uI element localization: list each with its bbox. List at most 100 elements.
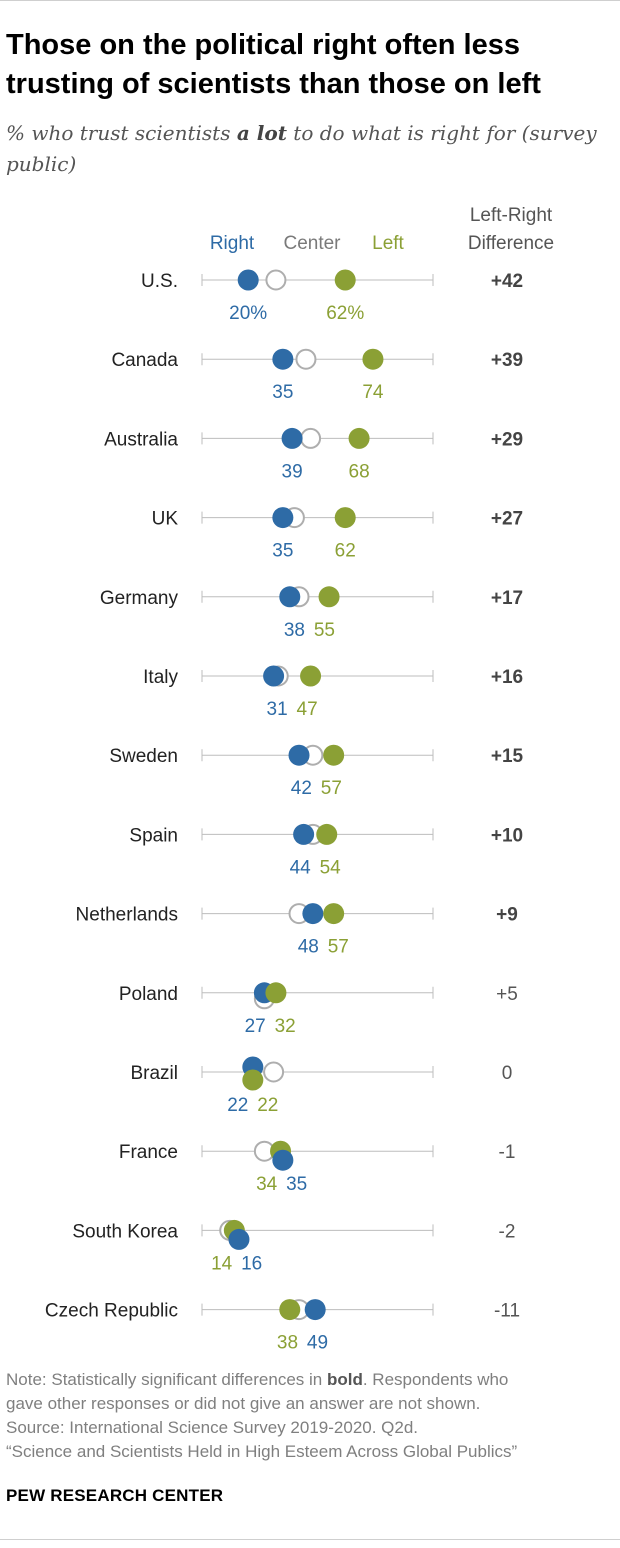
note-bold: bold <box>326 1370 363 1389</box>
chart-subtitle: % who trust scientists a lot to do what … <box>6 118 606 180</box>
value-label-left-south-korea: 14 <box>211 1253 233 1274</box>
dot-right-canada <box>272 348 294 370</box>
dot-right-uk <box>272 507 294 529</box>
diff-header-line-2: Difference <box>468 233 554 254</box>
country-label-australia: Australia <box>104 429 178 450</box>
country-label-france: France <box>119 1142 178 1163</box>
note-line-1: Note: Statistically significant differen… <box>6 1368 616 1392</box>
diff-value-italy: +16 <box>491 667 523 688</box>
dot-left-canada <box>362 348 384 370</box>
dot-left-spain <box>316 823 338 845</box>
value-label-right-u-s-: 20% <box>229 303 267 324</box>
value-label-right-canada: 35 <box>272 382 293 403</box>
top-rule <box>0 0 620 1</box>
legend-left: Left <box>372 233 404 254</box>
source-line: Source: International Science Survey 201… <box>6 1418 419 1437</box>
value-label-right-czech-republic: 49 <box>307 1333 328 1354</box>
diff-value-sweden: +15 <box>491 746 524 767</box>
country-label-sweden: Sweden <box>109 746 178 767</box>
dot-right-italy <box>263 665 285 687</box>
dot-left-uk <box>334 507 356 529</box>
legend-center: Center <box>283 233 341 254</box>
diff-header-line-1: Left-Right <box>470 205 553 226</box>
dot-left-brazil <box>242 1069 264 1091</box>
dot-plot-chart: Right Center Left Left-Right Difference U.S. 2… <box>45 205 554 1354</box>
dot-left-netherlands <box>323 903 345 925</box>
dot-right-south-korea <box>228 1228 250 1250</box>
dot-right-australia <box>281 427 303 449</box>
value-label-left-czech-republic: 38 <box>277 1333 298 1354</box>
value-label-right-poland: 27 <box>245 1016 266 1037</box>
value-label-right-sweden: 42 <box>291 778 312 799</box>
dot-right-u-s- <box>237 269 259 291</box>
value-label-right-south-korea: 16 <box>241 1253 262 1274</box>
country-label-brazil: Brazil <box>130 1063 178 1084</box>
subtitle-post: to do what is right for (survey public) <box>6 121 597 176</box>
chart-notes: Note: Statistically significant differen… <box>6 1368 616 1464</box>
bottom-rule <box>0 1539 620 1540</box>
diff-value-south-korea: -2 <box>499 1221 516 1242</box>
value-label-right-brazil: 22 <box>227 1095 248 1116</box>
value-label-left-u-s-: 62% <box>326 303 364 324</box>
country-label-czech-republic: Czech Republic <box>45 1301 178 1322</box>
value-label-right-spain: 44 <box>290 857 312 878</box>
note-pre: Note: Statistically significant differen… <box>6 1370 327 1389</box>
value-label-right-italy: 31 <box>267 699 288 720</box>
diff-value-spain: +10 <box>491 825 523 846</box>
value-label-left-poland: 32 <box>275 1016 296 1037</box>
dot-center-brazil <box>263 1061 285 1083</box>
dot-right-sweden <box>288 744 310 766</box>
dot-right-spain <box>293 823 315 845</box>
value-label-left-france: 34 <box>256 1174 278 1195</box>
dot-left-czech-republic <box>279 1299 301 1321</box>
dot-left-germany <box>318 586 340 608</box>
diff-value-uk: +27 <box>491 509 523 530</box>
country-label-poland: Poland <box>119 984 178 1005</box>
value-label-left-netherlands: 57 <box>328 937 349 958</box>
subtitle-bold: a lot <box>236 121 287 145</box>
diff-value-poland: +5 <box>496 984 518 1005</box>
value-label-right-australia: 39 <box>282 461 303 482</box>
dot-right-netherlands <box>302 903 324 925</box>
value-label-left-spain: 54 <box>320 857 342 878</box>
country-label-uk: UK <box>152 509 179 530</box>
dot-left-italy <box>300 665 322 687</box>
report-title-line: “Science and Scientists Held in High Est… <box>6 1442 518 1461</box>
diff-value-germany: +17 <box>491 588 523 609</box>
country-label-netherlands: Netherlands <box>76 905 178 926</box>
country-label-italy: Italy <box>143 667 178 688</box>
legend-right: Right <box>210 233 255 254</box>
diff-value-brazil: 0 <box>502 1063 513 1084</box>
dot-center-u-s- <box>265 269 287 291</box>
dot-center-australia <box>300 427 322 449</box>
diff-value-france: -1 <box>499 1142 516 1163</box>
note-line-2: gave other responses or did not give an … <box>6 1394 481 1413</box>
diff-value-australia: +29 <box>491 429 523 450</box>
value-label-right-netherlands: 48 <box>298 937 319 958</box>
value-label-left-italy: 47 <box>297 699 318 720</box>
diff-value-netherlands: +9 <box>496 905 518 926</box>
country-label-south-korea: South Korea <box>72 1221 178 1242</box>
value-label-right-germany: 38 <box>284 620 305 641</box>
value-label-right-france: 35 <box>286 1174 307 1195</box>
country-label-u-s-: U.S. <box>141 271 178 292</box>
diff-value-u-s-: +42 <box>491 271 523 292</box>
note-post: . Respondents who <box>362 1370 509 1389</box>
value-label-left-uk: 62 <box>335 541 356 562</box>
dot-right-france <box>272 1149 294 1171</box>
dot-center-canada <box>295 348 317 370</box>
value-label-right-uk: 35 <box>272 541 293 562</box>
country-label-spain: Spain <box>129 825 178 846</box>
dot-right-germany <box>279 586 301 608</box>
diff-value-canada: +39 <box>491 350 523 371</box>
value-label-left-brazil: 22 <box>257 1095 278 1116</box>
dot-left-poland <box>265 982 287 1004</box>
value-label-left-australia: 68 <box>349 461 370 482</box>
dot-right-czech-republic <box>304 1299 326 1321</box>
country-label-canada: Canada <box>111 350 178 371</box>
dot-left-australia <box>348 427 370 449</box>
dot-left-sweden <box>323 744 345 766</box>
dot-left-u-s- <box>334 269 356 291</box>
value-label-left-germany: 55 <box>314 620 335 641</box>
diff-value-czech-republic: -11 <box>494 1301 520 1322</box>
